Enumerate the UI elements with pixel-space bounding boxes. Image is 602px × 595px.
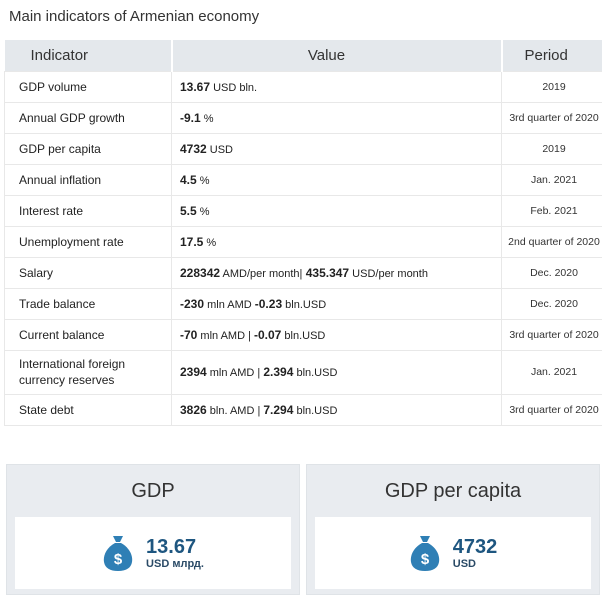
indicators-table: Indicator Value Period GDP volume 13.67 U… xyxy=(4,40,602,426)
period-cell: 2019 xyxy=(501,70,602,103)
value-number-secondary: 2.394 xyxy=(263,365,294,379)
indicator-cell: GDP per capita xyxy=(4,132,172,165)
value-unit: % xyxy=(203,236,217,249)
value-unit: % xyxy=(196,174,210,187)
value-unit: USD xyxy=(206,143,233,156)
table-header-row: Indicator Value Period xyxy=(4,40,602,71)
period-cell: Feb. 2021 xyxy=(501,194,602,227)
value-number: 13.67 xyxy=(180,79,211,94)
value-cell: 17.5 % xyxy=(171,225,502,258)
table-row: GDP per capita 4732 USD 2019 xyxy=(4,132,602,165)
period-cell: 3rd quarter of 2020 xyxy=(501,393,602,426)
value-unit: bln. AMD | xyxy=(206,404,264,417)
value-cell: 4.5 % xyxy=(171,163,502,196)
period-cell: Jan. 2021 xyxy=(501,163,602,196)
value-cell: 4732 USD xyxy=(171,132,502,165)
gdp-per-capita-card-body: $ 4732 USD xyxy=(315,517,591,589)
value-number: 5.5 xyxy=(180,203,197,218)
value-unit-secondary: USD/per month xyxy=(349,267,428,280)
gdp-per-capita-card-unit: USD xyxy=(452,557,476,570)
header-period: Period xyxy=(501,40,602,71)
table-row: Unemployment rate 17.5 % 2nd quarter of 20… xyxy=(4,225,602,258)
indicator-cell: International foreign currency reserves xyxy=(4,349,172,395)
value-cell: 13.67 USD bln. xyxy=(171,70,502,103)
value-unit: % xyxy=(200,112,214,125)
value-number: 4732 xyxy=(180,141,207,156)
period-cell: 3rd quarter of 2020 xyxy=(501,318,602,351)
table-row: Interest rate 5.5 % Feb. 2021 xyxy=(4,194,602,227)
value-number: 17.5 xyxy=(180,234,204,249)
table-row: Annual inflation 4.5 % Jan. 2021 xyxy=(4,163,602,196)
value-cell: -70 mln AMD | -0.07 bln.USD xyxy=(171,318,502,351)
table-row: Annual GDP growth -9.1 % 3rd quarter of 20… xyxy=(4,101,602,134)
value-unit: mln AMD | xyxy=(206,367,264,379)
value-number: 2394 xyxy=(180,365,207,379)
value-unit-secondary: bln.USD xyxy=(293,404,338,417)
period-cell: Dec. 2020 xyxy=(501,287,602,320)
value-number: 4.5 xyxy=(180,172,197,187)
svg-text:$: $ xyxy=(114,551,123,568)
table-body: GDP volume 13.67 USD bln. 2019 Annual GDP g… xyxy=(4,70,602,426)
table-row: Salary 228342 AMD/per month| 435.347 USD/… xyxy=(4,256,602,289)
value-number: 228342 xyxy=(180,265,221,280)
indicator-cell: State debt xyxy=(4,393,172,426)
gdp-per-capita-card-title: GDP per capita xyxy=(384,479,522,502)
period-cell: 2019 xyxy=(501,132,602,165)
period-cell: 2nd quarter of 2020 xyxy=(501,225,602,258)
value-unit: USD bln. xyxy=(210,81,258,94)
indicator-cell: Unemployment rate xyxy=(4,225,172,258)
value-number: -9.1 xyxy=(180,110,201,125)
money-bag-icon: $ xyxy=(410,536,439,571)
value-unit-secondary: bln.USD xyxy=(281,329,326,342)
header-value: Value xyxy=(171,40,503,71)
period-cell: Dec. 2020 xyxy=(501,256,602,289)
gdp-card-unit: USD млрд. xyxy=(146,557,204,570)
value-unit-secondary: bln.USD xyxy=(293,367,338,379)
value-cell: 5.5 % xyxy=(171,194,502,227)
gdp-card-title: GDP xyxy=(131,479,175,502)
gdp-card: GDP $ 13.67 USD млрд. xyxy=(6,464,300,595)
period-cell: 3rd quarter of 2020 xyxy=(501,101,602,134)
table-row: Current balance -70 mln AMD | -0.07 bln.U… xyxy=(4,318,602,351)
value-unit: mln AMD | xyxy=(197,329,254,342)
value-number-secondary: 7.294 xyxy=(263,402,294,417)
money-bag-icon: $ xyxy=(103,536,133,571)
page-title: Main indicators of Armenian economy xyxy=(9,8,260,25)
value-number-secondary: 435.347 xyxy=(302,265,350,280)
value-unit-secondary: bln.USD xyxy=(282,298,327,311)
value-unit: mln AMD xyxy=(204,298,255,311)
value-number: 3826 xyxy=(180,402,207,417)
value-cell: 3826 bln. AMD | 7.294 bln.USD xyxy=(171,393,502,426)
table-row: GDP volume 13.67 USD bln. 2019 xyxy=(4,70,602,103)
table-row: Trade balance -230 mln AMD -0.23 bln.USD D… xyxy=(4,287,602,320)
value-cell: -230 mln AMD -0.23 bln.USD xyxy=(171,287,502,320)
gdp-card-value: 13.67 xyxy=(146,535,197,558)
value-number-secondary: -0.23 xyxy=(254,296,283,311)
gdp-per-capita-card: GDP per capita $ 4732 USD xyxy=(306,464,600,595)
period-cell: Jan. 2021 xyxy=(501,349,602,395)
indicator-cell: Salary xyxy=(4,256,172,289)
gdp-card-body: $ 13.67 USD млрд. xyxy=(15,517,291,589)
gdp-per-capita-card-value: 4732 xyxy=(452,535,498,558)
table-row: State debt 3826 bln. AMD | 7.294 bln.USD 3… xyxy=(4,393,602,426)
value-number-secondary: -0.07 xyxy=(254,327,282,342)
value-number: -70 xyxy=(180,327,198,342)
indicator-cell: Trade balance xyxy=(4,287,172,320)
indicator-cell: GDP volume xyxy=(4,70,172,103)
table-row: International foreign currency reserves 2… xyxy=(4,349,602,395)
value-unit: AMD/per month| xyxy=(220,267,303,280)
value-cell: 2394 mln AMD | 2.394 bln.USD xyxy=(171,349,502,395)
indicator-cell: Annual inflation xyxy=(4,163,172,196)
indicator-cell: Annual GDP growth xyxy=(4,101,172,134)
value-number: -230 xyxy=(180,296,205,311)
indicator-cell: Interest rate xyxy=(4,194,172,227)
svg-text:$: $ xyxy=(421,551,430,568)
header-indicator: Indicator xyxy=(4,40,173,71)
value-cell: -9.1 % xyxy=(171,101,502,134)
value-unit: % xyxy=(196,205,210,218)
value-cell: 228342 AMD/per month| 435.347 USD/per mo… xyxy=(171,256,502,289)
indicator-cell: Current balance xyxy=(4,318,172,351)
